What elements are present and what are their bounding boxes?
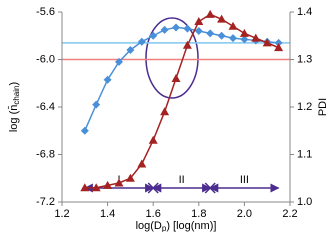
y-tick-label: -7.2 [36, 196, 55, 208]
triangle-marker [114, 178, 124, 187]
y2-tick-label: 1.2 [297, 101, 312, 113]
diamond-marker [183, 24, 192, 33]
y2-axis-label: PDI [317, 98, 329, 116]
y-tick-label: -6.4 [36, 101, 55, 113]
region-divider [147, 182, 159, 194]
diamond-marker [149, 31, 158, 40]
y2-tick-label: 1.3 [297, 53, 312, 65]
triangle-marker [137, 159, 147, 168]
y2-tick-label: 1.0 [297, 196, 312, 208]
diamond-marker [194, 27, 203, 35]
triangle-marker [217, 14, 227, 23]
region-divider [204, 182, 216, 194]
triangle-marker [194, 17, 204, 25]
y-axis-label: log (n̄chain) [7, 82, 21, 132]
y-tick-label: -5.6 [36, 6, 55, 18]
triangle-marker [160, 107, 170, 116]
triangle-marker [148, 135, 158, 144]
region-label: II [179, 174, 185, 186]
y-tick-label: -6.8 [36, 148, 55, 160]
y-tick-label: -6.0 [36, 53, 55, 65]
triangle-marker [171, 74, 181, 82]
diamond-marker [240, 35, 249, 44]
x-tick-label: 2.0 [237, 208, 252, 220]
triangle-marker [262, 38, 272, 47]
triangle-marker [239, 28, 249, 37]
triangle-marker [125, 173, 135, 182]
y2-tick-label: 1.1 [297, 148, 312, 160]
y2-tick-label: 1.4 [297, 6, 312, 18]
x-tick-label: 1.2 [54, 208, 69, 220]
diamond-marker [103, 75, 112, 84]
triangle-marker [80, 183, 90, 192]
x-tick-label: 1.6 [146, 208, 161, 220]
triangle-marker [103, 180, 113, 189]
diamond-marker [206, 29, 215, 38]
triangle-marker [91, 183, 101, 192]
diamond-marker [126, 46, 135, 54]
diamond-marker [92, 100, 101, 109]
triangle-marker [228, 21, 238, 30]
diamond-marker [160, 25, 169, 34]
diamond-marker [217, 31, 226, 40]
x-axis-label: log(Dp) [log(nm)] [136, 220, 217, 232]
x-tick-label: 1.4 [100, 208, 115, 220]
triangle-marker [182, 40, 192, 49]
region-label: III [240, 174, 249, 186]
diamond-marker [80, 126, 89, 135]
diamond-marker [229, 34, 237, 43]
chart: log (n̄chain) PDI log(Dp) [log(nm)] 1.2 1… [7, 6, 329, 232]
x-tick-label: 1.8 [191, 208, 206, 220]
diamond-marker [115, 57, 123, 66]
triangle-marker [274, 43, 284, 52]
x-tick-label: 2.2 [282, 208, 297, 220]
triangle-marker [205, 9, 215, 18]
highlight-ellipse [145, 17, 199, 99]
diamond-marker [137, 37, 146, 46]
diamond-marker [274, 38, 283, 47]
diamond-marker [172, 23, 180, 32]
triangle-marker [251, 33, 261, 42]
